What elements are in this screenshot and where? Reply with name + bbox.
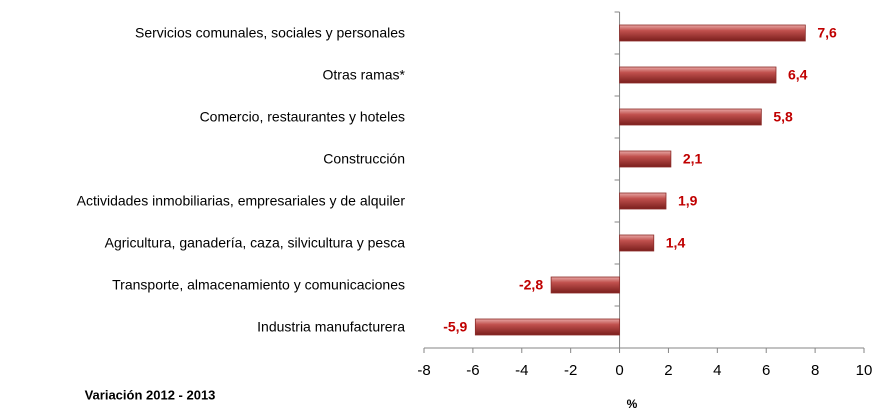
y-tick-label: Construcción [323, 151, 405, 167]
x-tick-label: 2 [664, 362, 672, 379]
x-tick-label: 0 [615, 362, 623, 379]
data-label: 7,6 [817, 25, 837, 41]
x-tick-label: -4 [515, 362, 528, 379]
y-tick-label: Agricultura, ganadería, caza, silvicultu… [105, 235, 406, 251]
data-label: -2,8 [519, 277, 543, 293]
data-label: 6,4 [788, 67, 808, 83]
bar [619, 234, 655, 252]
data-label: 1,9 [678, 193, 698, 209]
x-tick-label: -8 [417, 362, 430, 379]
y-tick-label: Servicios comunales, sociales y personal… [135, 25, 405, 41]
y-tick-label: Transporte, almacenamiento y comunicacio… [112, 277, 405, 293]
bar [619, 24, 806, 42]
y-tick-label: Otras ramas* [323, 67, 406, 83]
bar [619, 150, 672, 168]
data-label: 1,4 [666, 235, 686, 251]
x-tick-label: 10 [856, 362, 873, 379]
bar [619, 108, 762, 126]
y-tick-label: Actividades inmobiliarias, empresariales… [77, 193, 406, 209]
x-tick-label: 8 [811, 362, 819, 379]
data-label: -5,9 [443, 319, 467, 335]
data-label: 5,8 [773, 109, 793, 125]
x-tick-label: -2 [564, 362, 577, 379]
annotation: Variación 2012 - 2013 [85, 387, 216, 402]
y-tick-label: Comercio, restaurantes y hoteles [200, 109, 405, 125]
x-axis-label: % [627, 397, 638, 411]
data-label: 2,1 [683, 151, 703, 167]
bar [619, 192, 667, 210]
x-tick-label: 6 [762, 362, 770, 379]
bar [474, 318, 620, 336]
x-tick-label: 4 [713, 362, 721, 379]
bar [550, 276, 620, 294]
x-tick-label: -6 [466, 362, 479, 379]
bar [619, 66, 777, 84]
y-tick-label: Industria manufacturera [257, 319, 405, 335]
